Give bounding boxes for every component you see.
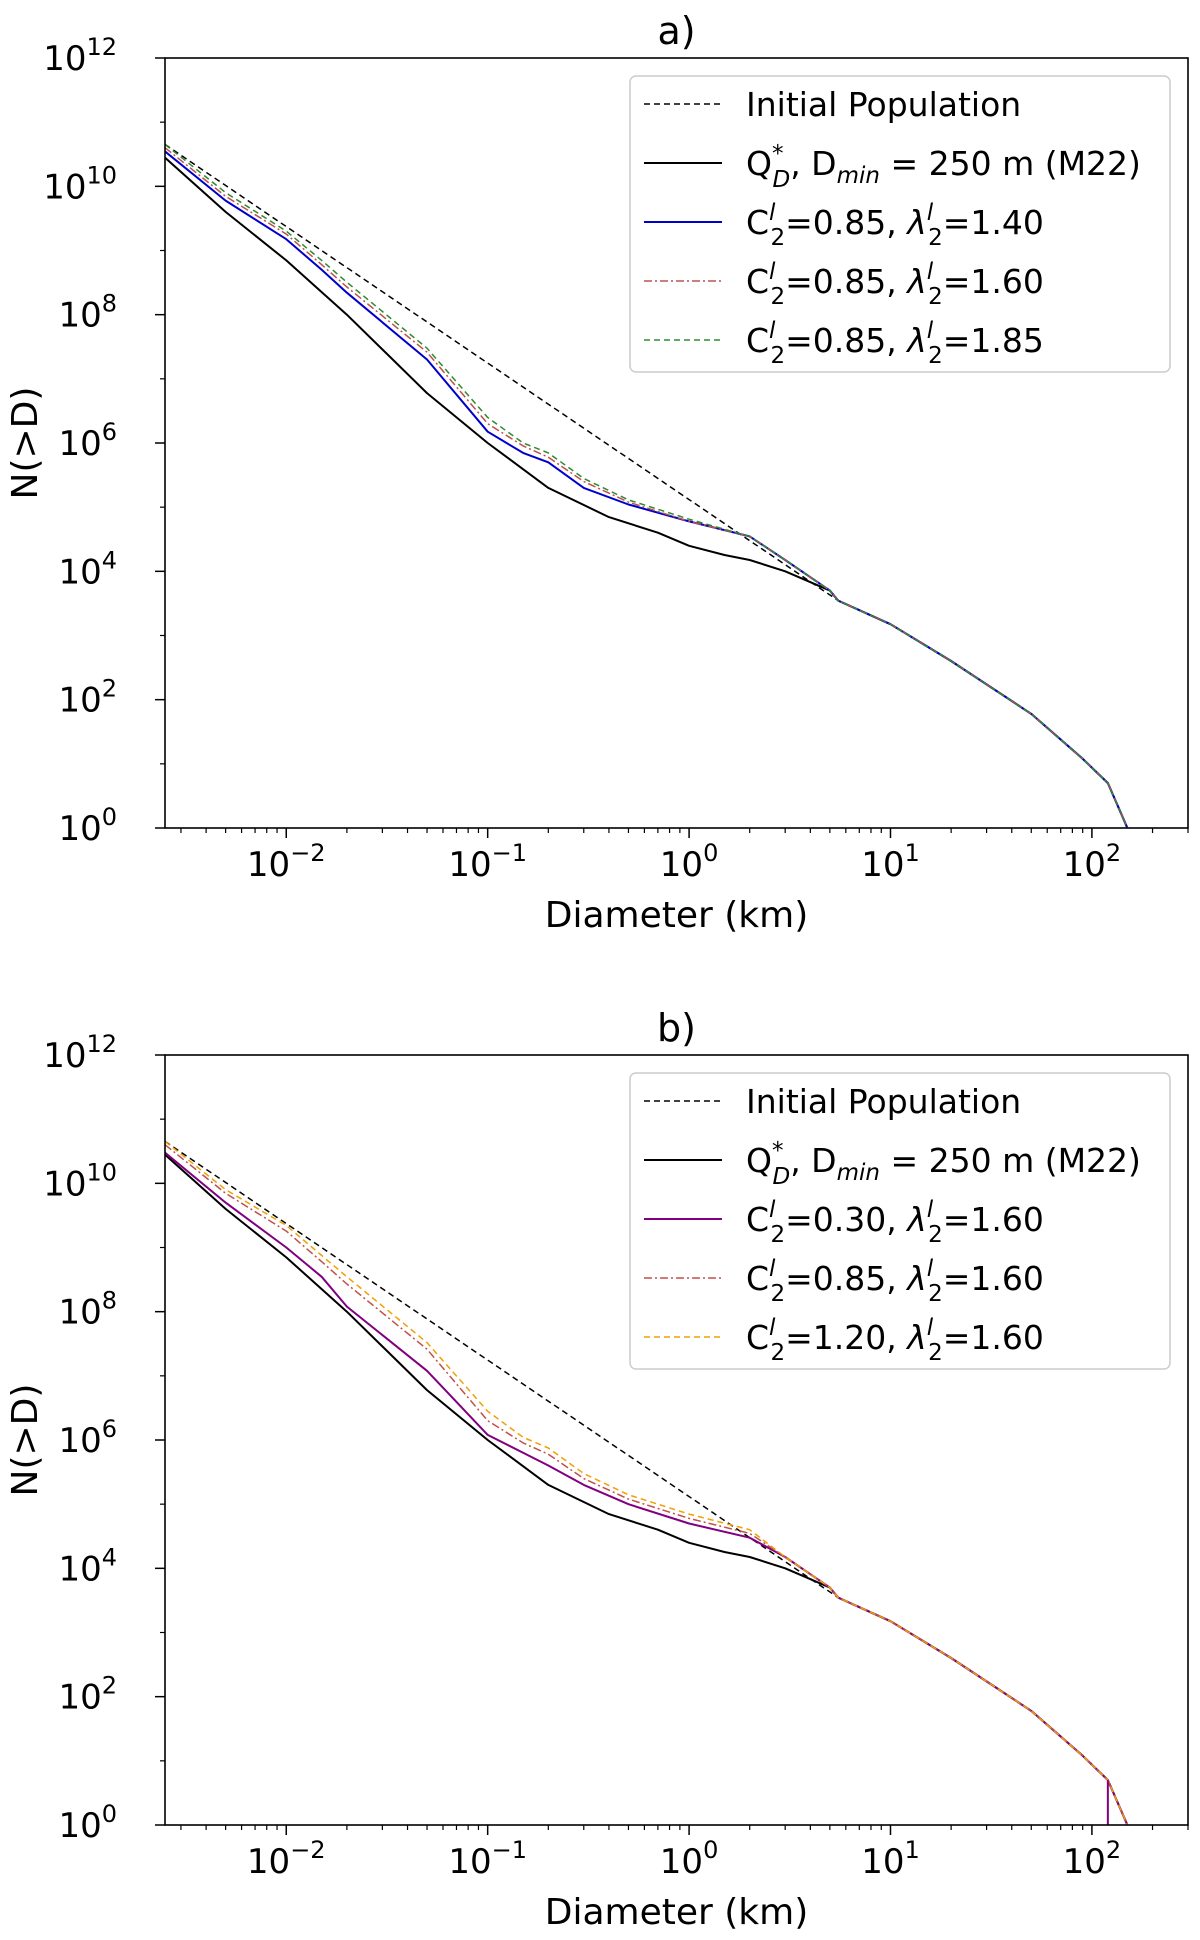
y-tick-label: 106 [58,418,117,464]
x-tick-label: 101 [861,839,920,885]
legend-entry: Initial Population [746,85,1021,124]
y-tick-label: 1010 [43,161,117,207]
series-line-4 [165,143,1129,828]
legend-entry: Cl 2=0.85, λl 2=1.40 [746,200,1044,251]
y-tick-label: 100 [58,1800,117,1846]
legend: Initial Population Q* D, Dmin = 250 m (M22… [629,75,1171,373]
x-tick-label: 10−2 [247,1836,326,1882]
y-axis-label: N(>D) [5,1384,46,1497]
y-tick-label: 102 [58,675,117,721]
y-tick-label: 104 [58,546,117,592]
x-tick-label: 102 [1063,839,1122,885]
y-tick-label: 1012 [43,1030,117,1076]
legend-entry: Cl 2=0.85, λl 2=1.85 [746,318,1044,369]
x-tick-label: 101 [861,1836,920,1882]
chart-title: b) [657,1006,696,1050]
legend-box [629,1072,1171,1370]
legend-box [629,75,1171,373]
series-line-3 [165,1144,1129,1825]
x-tick-label: 10−2 [247,839,326,885]
chart-panel-b: b) Diameter (km) N(>D) 10−2 10−1 100 101 102 100… [5,1006,1189,1933]
chart-title: a) [657,9,695,53]
legend-entry: Q* D, Dmin = 250 m (M22) [746,1138,1141,1190]
y-axis-label: N(>D) [5,387,46,500]
x-tick-label: 100 [660,1836,719,1882]
legend-entry: Cl 2=0.85, λl 2=1.60 [746,1256,1044,1307]
series-line-4 [165,1140,1129,1825]
x-axis-label: Diameter (km) [545,895,809,936]
chart-panel-a: a) Diameter (km) N(>D) 10−2 10−1 100 101 102 100… [5,9,1189,936]
x-tick-label: 102 [1063,1836,1122,1882]
legend-entry: Cl 2=0.30, λl 2=1.60 [746,1197,1044,1248]
legend-entry: Initial Population [746,1082,1021,1121]
y-tick-label: 108 [58,290,117,336]
legend: Initial Population Q* D, Dmin = 250 m (M22… [629,1072,1171,1370]
y-tick-label: 100 [58,803,117,849]
x-tick-label: 10−1 [448,839,527,885]
legend-entry: Cl 2=0.85, λl 2=1.60 [746,259,1044,310]
y-tick-label: 1012 [43,33,117,79]
series-line-2 [165,1151,1129,1825]
y-tick-label: 104 [58,1543,117,1589]
plot-area [165,1140,1129,1825]
x-tick-label: 10−1 [448,1836,527,1882]
x-tick-label: 100 [660,839,719,885]
y-tick-label: 102 [58,1672,117,1718]
legend-entry: Cl 2=1.20, λl 2=1.60 [746,1315,1044,1366]
axes-frame [164,1054,1189,1826]
y-tick-label: 108 [58,1287,117,1333]
plot-area [165,143,1129,828]
series-line-3 [165,147,1129,828]
axes-frame [164,57,1189,829]
legend-entry: Q* D, Dmin = 250 m (M22) [746,141,1141,193]
y-tick-label: 1010 [43,1158,117,1204]
y-tick-label: 106 [58,1415,117,1461]
x-axis-label: Diameter (km) [545,1892,809,1933]
